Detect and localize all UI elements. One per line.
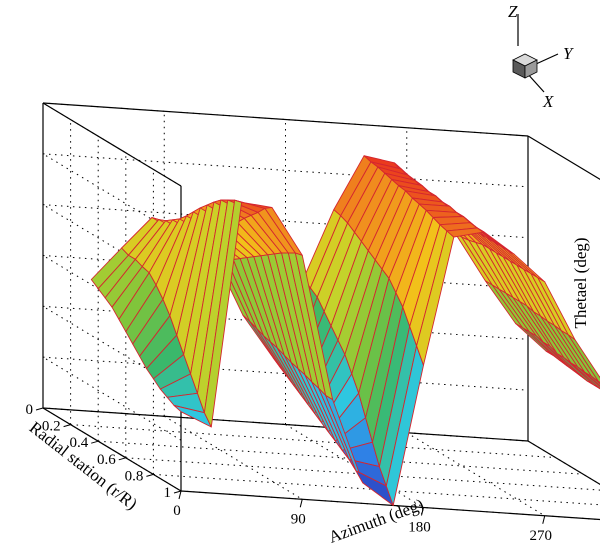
triad-cube-right	[524, 59, 538, 79]
triad-y-line	[535, 53, 559, 65]
axes-box-edge	[527, 440, 600, 486]
x-tick-label: 270	[530, 528, 553, 544]
y-tick-mark	[91, 440, 99, 444]
y-tick-mark	[118, 457, 126, 461]
tick-layer: −2−1.5−1−0.500.5109018027036000.20.40.60…	[26, 402, 553, 544]
orientation-triad: Z Y X	[508, 2, 574, 111]
y-tick-mark	[146, 473, 154, 477]
y-tick-label: 0.4	[69, 435, 88, 451]
x-tick-mark	[299, 499, 303, 508]
surface-quad	[591, 375, 600, 385]
y-tick-mark	[173, 490, 182, 494]
axes-box-edge	[42, 102, 182, 187]
surface-quad	[598, 381, 600, 384]
y-tick-label: 0.2	[42, 419, 61, 435]
grid-line-azimuth-floor	[527, 440, 600, 485]
surface-quad	[577, 366, 600, 388]
axes-box-edge	[42, 407, 182, 492]
y-tick-label: 1	[164, 485, 172, 501]
surface-mesh	[90, 155, 600, 506]
x-tick-mark	[178, 490, 182, 500]
axes-box-edge	[42, 407, 529, 442]
x-tick-label: 0	[173, 503, 181, 519]
grid-line-azimuth-floor	[406, 432, 546, 517]
triad-x-label: X	[542, 92, 554, 111]
y-tick-mark	[63, 424, 71, 428]
x-tick-label: 90	[291, 511, 306, 527]
y-tick-label: 0.8	[125, 468, 144, 484]
axes-box-edge	[42, 102, 529, 137]
grid-line-azimuth-floor	[163, 415, 303, 500]
triad-z-label: Z	[508, 2, 518, 21]
triad-y-label: Y	[563, 44, 574, 63]
y-tick-label: 0.6	[97, 452, 116, 468]
surface-quad	[584, 371, 600, 387]
x-tick-mark	[542, 515, 546, 524]
grid-line-radial-floor	[70, 424, 556, 459]
axes-box-edge	[527, 135, 600, 181]
surface-quad	[570, 362, 600, 389]
surface-quad	[567, 334, 600, 383]
y-tick-label: 0	[26, 402, 34, 418]
x-tick-label: 180	[408, 520, 431, 536]
grid-line-z-back	[42, 153, 529, 188]
y-tick-mark	[35, 407, 44, 411]
x-tick-mark	[421, 507, 424, 516]
z-axis-title: Thetael (deg)	[571, 237, 590, 328]
surface-quad	[593, 384, 600, 390]
